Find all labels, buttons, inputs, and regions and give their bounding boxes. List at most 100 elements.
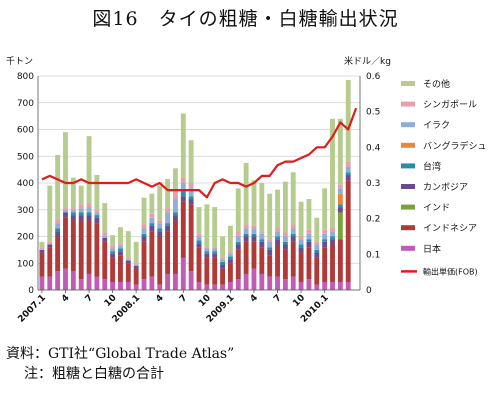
bar-segment	[337, 281, 343, 290]
bar-segment	[47, 185, 53, 242]
bar-segment	[180, 257, 186, 290]
bar-segment	[94, 174, 100, 210]
bar-segment	[275, 236, 280, 240]
bar-segment	[70, 209, 76, 213]
bar-segment	[337, 118, 343, 185]
bar-segment	[220, 268, 225, 285]
x-tick-label: 10	[197, 293, 213, 309]
bar-segment	[180, 183, 186, 192]
bar-segment	[141, 236, 147, 242]
bar-segment	[70, 271, 76, 290]
bar-segment	[157, 284, 163, 290]
bar-segment	[259, 233, 265, 240]
left-tick-label: 800	[17, 72, 34, 82]
right-tick-label: 0.2	[366, 215, 380, 225]
right-tick-label: 0.6	[366, 72, 381, 82]
bar-segment	[188, 183, 194, 189]
bar-segment	[141, 228, 147, 234]
bar-segment	[282, 244, 288, 250]
bar-segment	[314, 244, 320, 250]
bar-segment	[235, 236, 241, 242]
left-tick-label: 600	[17, 126, 34, 136]
bar-segment	[330, 281, 335, 290]
bar-segment	[149, 225, 155, 232]
bar-segment	[290, 172, 296, 225]
bar-segment	[298, 252, 304, 282]
bar-segment	[125, 281, 131, 290]
right-axis-unit: 米ドル／kg	[344, 55, 391, 67]
x-tick-label: 10	[103, 293, 119, 309]
bar-segment	[337, 212, 343, 240]
bar-segment	[282, 236, 288, 242]
price-line	[41, 107, 358, 199]
bar-segment	[110, 253, 116, 258]
bar-segment	[290, 276, 296, 290]
left-tick-label: 500	[17, 152, 34, 162]
bar-segment	[149, 193, 155, 214]
bar-segment	[314, 284, 320, 290]
bar-segment	[243, 224, 249, 229]
bar-segment	[298, 236, 304, 240]
x-tick-label: 7	[178, 293, 190, 305]
bar-segment	[47, 276, 53, 290]
right-tick-label: 0.5	[366, 108, 380, 118]
bar-segment	[118, 255, 123, 282]
bar-segment	[212, 284, 218, 290]
bar-segment	[306, 241, 312, 248]
bar-segment	[243, 162, 249, 225]
bar-segment	[70, 215, 76, 221]
bar-segment	[78, 204, 84, 209]
x-tick-label: 7	[272, 293, 284, 305]
left-tick-label: 0	[28, 286, 34, 296]
bar-segment	[188, 271, 194, 290]
bar-segment	[251, 225, 257, 229]
legend-swatch	[401, 163, 415, 169]
x-tick-label: 10	[291, 293, 307, 309]
bar-segment	[78, 215, 84, 221]
bar-segment	[173, 212, 178, 216]
bar-segment	[275, 189, 280, 228]
bar-segment	[78, 279, 84, 290]
bar-segment	[94, 212, 100, 216]
bar-segment	[259, 239, 265, 242]
legend: その他シンガポールイラクバングラデシュ台湾カンボジアインドインドネシア日本輸出単…	[401, 78, 486, 276]
bar-segment	[251, 268, 257, 290]
bar-segment	[125, 259, 131, 261]
bar-segment	[133, 263, 139, 265]
bar-segment	[235, 244, 241, 250]
chart-title: 図16 タイの粗糖・白糖輸出状況	[92, 8, 399, 30]
bar-segment	[322, 241, 328, 248]
bar-segment	[157, 223, 163, 229]
bar-segment	[78, 208, 84, 213]
bar-segment	[314, 252, 320, 258]
bar-segment	[55, 219, 61, 224]
bar-segment	[110, 251, 116, 254]
bar-segment	[243, 233, 249, 237]
bar-segment	[196, 247, 202, 282]
bar-segment	[235, 241, 241, 245]
bar-segment	[259, 273, 265, 290]
bar-segment	[165, 208, 171, 213]
legend-label: カンボジア	[423, 182, 468, 193]
bar-segment	[55, 223, 61, 229]
bar-segment	[212, 251, 218, 254]
bar-segment	[102, 237, 108, 242]
bar-segment	[94, 209, 100, 213]
bar-segment	[180, 177, 186, 183]
bar-segment	[141, 233, 147, 237]
left-tick-label: 700	[17, 99, 34, 109]
bar-segment	[314, 217, 320, 242]
bar-segment	[204, 257, 210, 285]
legend-swatch	[401, 225, 415, 231]
right-tick-label: 0.1	[366, 250, 380, 260]
x-tick-label: 4	[249, 293, 261, 305]
bar-segment	[70, 207, 76, 210]
bar-segment	[259, 231, 265, 234]
bar-segment	[39, 247, 45, 250]
bar-segment	[133, 264, 139, 266]
bar-segment	[322, 233, 328, 240]
legend-swatch	[401, 184, 415, 189]
bar-segment	[173, 215, 178, 221]
bar-segment	[275, 227, 280, 232]
